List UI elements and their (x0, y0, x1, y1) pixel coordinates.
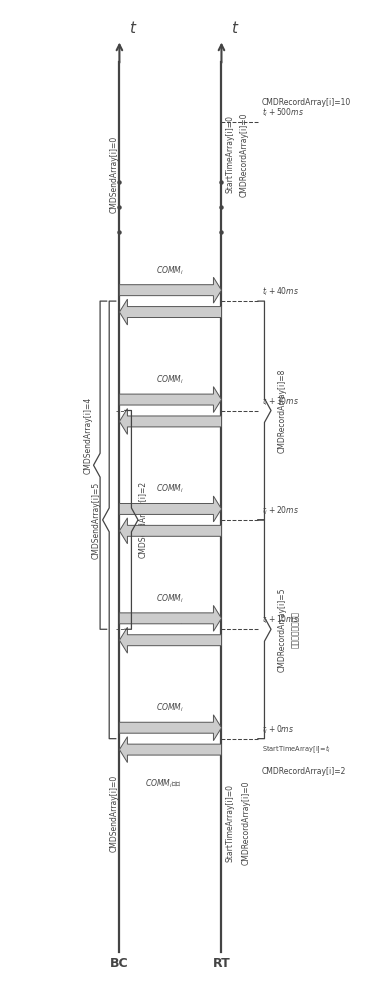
Text: CMDRecordArray[i]=10: CMDRecordArray[i]=10 (261, 98, 351, 107)
Text: CMDRecordArray[i]=8: CMDRecordArray[i]=8 (278, 368, 287, 453)
FancyArrow shape (119, 409, 222, 434)
Text: CMDSendArray[i]=0: CMDSendArray[i]=0 (110, 775, 118, 852)
Text: CMDSendArray[i]=0: CMDSendArray[i]=0 (110, 136, 118, 213)
Text: StartTimeArray[i]=0: StartTimeArray[i]=0 (225, 115, 234, 193)
FancyArrow shape (119, 277, 222, 303)
Text: $t_i+40ms$: $t_i+40ms$ (261, 286, 299, 298)
Text: $COMM_i$: $COMM_i$ (156, 264, 184, 277)
Text: CMDRecordArray[i]=0: CMDRecordArray[i]=0 (240, 112, 249, 197)
Text: $COMM_i$: $COMM_i$ (156, 483, 184, 495)
FancyArrow shape (119, 715, 222, 741)
Text: 此时开始执行命令: 此时开始执行命令 (291, 611, 300, 648)
Text: $COMM_i$: $COMM_i$ (156, 592, 184, 605)
Text: $t_i+0ms$: $t_i+0ms$ (261, 723, 294, 736)
FancyArrow shape (119, 518, 222, 544)
Text: CMDRecordArray[i]=2: CMDRecordArray[i]=2 (261, 767, 346, 776)
Text: $COMM_i$: $COMM_i$ (156, 373, 184, 386)
Text: RT: RT (213, 957, 230, 970)
Text: $COMM_i$: $COMM_i$ (156, 505, 184, 517)
Text: $COMM_i$生成: $COMM_i$生成 (145, 777, 181, 790)
Text: CMDRecordArray[i]=5: CMDRecordArray[i]=5 (278, 587, 287, 672)
Text: $t_i+500ms$: $t_i+500ms$ (261, 107, 303, 119)
Text: $t_i+30ms$: $t_i+30ms$ (261, 395, 299, 408)
Text: StartTimeArray[i]=0: StartTimeArray[i]=0 (225, 784, 234, 862)
Text: $t$: $t$ (129, 20, 137, 36)
Text: CMDRecordArray[i]=0: CMDRecordArray[i]=0 (242, 781, 250, 865)
Text: $t_i+10ms$: $t_i+10ms$ (261, 614, 299, 626)
Text: CMDSendArray[i]=4: CMDSendArray[i]=4 (84, 397, 93, 474)
Text: CMDSendArray[i]=2: CMDSendArray[i]=2 (139, 481, 148, 558)
Text: $t$: $t$ (231, 20, 239, 36)
Text: $t_i+20ms$: $t_i+20ms$ (261, 504, 299, 517)
Text: CMDSendArray[i]=5: CMDSendArray[i]=5 (91, 481, 100, 559)
FancyArrow shape (119, 627, 222, 653)
FancyArrow shape (119, 387, 222, 412)
Text: $COMM_i$: $COMM_i$ (156, 614, 184, 627)
Text: $COMM_i$: $COMM_i$ (156, 723, 184, 736)
Text: $COMM_i$: $COMM_i$ (156, 702, 184, 714)
FancyArrow shape (119, 737, 222, 763)
Text: $COMM_i$: $COMM_i$ (156, 286, 184, 298)
Text: StartTimeArray[i]=$t_i$: StartTimeArray[i]=$t_i$ (261, 744, 330, 755)
FancyArrow shape (119, 496, 222, 522)
FancyArrow shape (119, 299, 222, 325)
Text: BC: BC (110, 957, 129, 970)
FancyArrow shape (119, 605, 222, 631)
Text: $COMM_i$: $COMM_i$ (156, 395, 184, 408)
